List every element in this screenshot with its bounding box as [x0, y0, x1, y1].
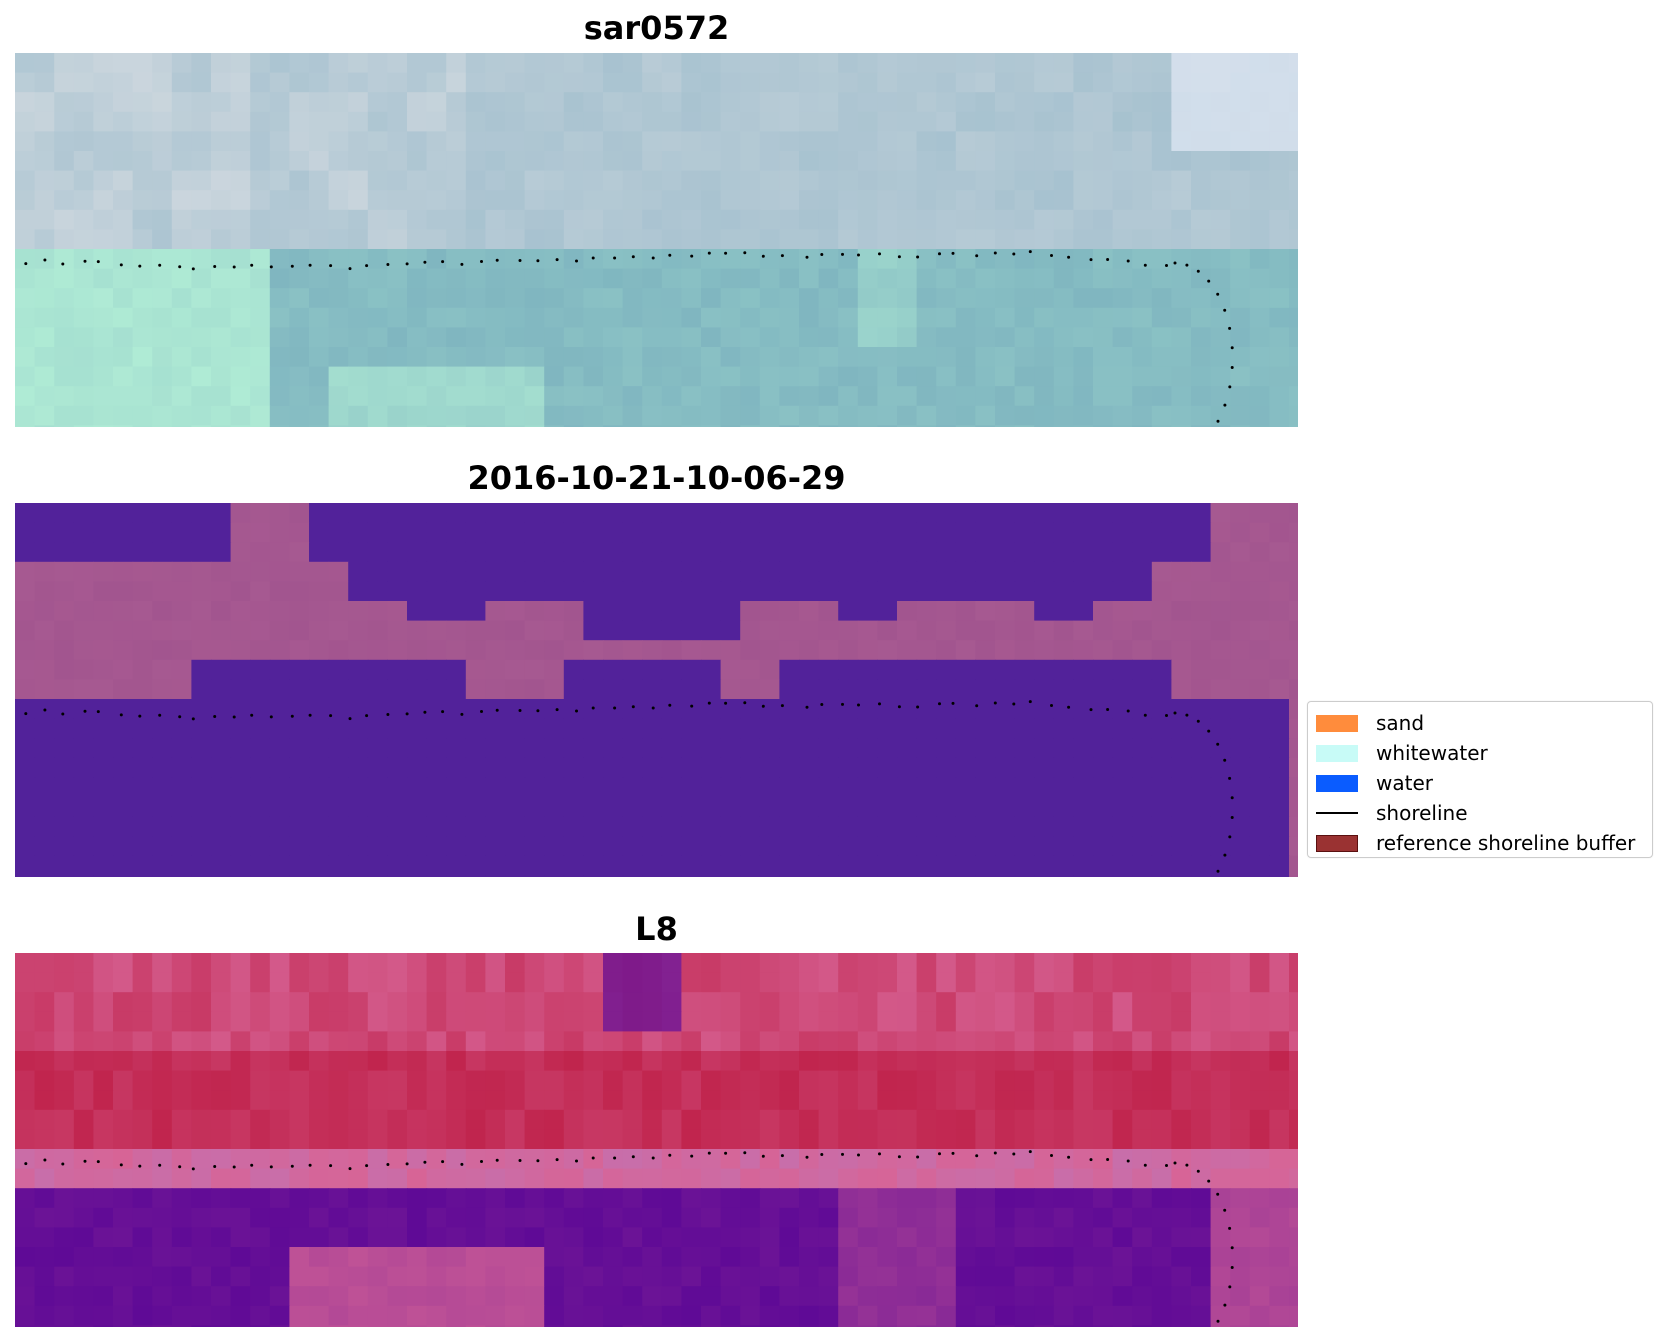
panel-2-title: 2016-10-21-10-06-29 [467, 459, 846, 497]
classified-image [15, 503, 1298, 877]
legend-label: reference shoreline buffer [1376, 831, 1636, 855]
legend-label: water [1376, 771, 1433, 795]
legend-swatch-sand [1316, 714, 1358, 732]
legend-label: whitewater [1376, 741, 1488, 765]
legend-item-whitewater: whitewater [1316, 738, 1644, 768]
legend-swatch-reference-buffer [1316, 834, 1358, 852]
panel-1-image [15, 53, 1298, 427]
sar-image [15, 53, 1298, 427]
legend-label: sand [1376, 711, 1425, 735]
legend-item-sand: sand [1316, 708, 1644, 738]
panel-3-title: L8 [635, 910, 678, 948]
legend-swatch-water [1316, 774, 1358, 792]
legend-item-water: water [1316, 768, 1644, 798]
panel-1-title: sar0572 [583, 9, 730, 47]
panel-2-image [15, 503, 1298, 877]
legend-swatch-whitewater [1316, 744, 1358, 762]
legend: sand whitewater water shoreline referenc… [1307, 701, 1653, 858]
shoreline-dots [24, 700, 1234, 873]
index-image [15, 953, 1298, 1327]
legend-swatch-shoreline [1316, 812, 1358, 814]
panel-3-image [15, 953, 1298, 1327]
legend-item-shoreline: shoreline [1316, 798, 1644, 828]
legend-label: shoreline [1376, 801, 1468, 825]
legend-item-reference-buffer: reference shoreline buffer [1316, 828, 1644, 858]
shoreline-dots [24, 250, 1234, 423]
shoreline-dots [24, 1150, 1234, 1323]
